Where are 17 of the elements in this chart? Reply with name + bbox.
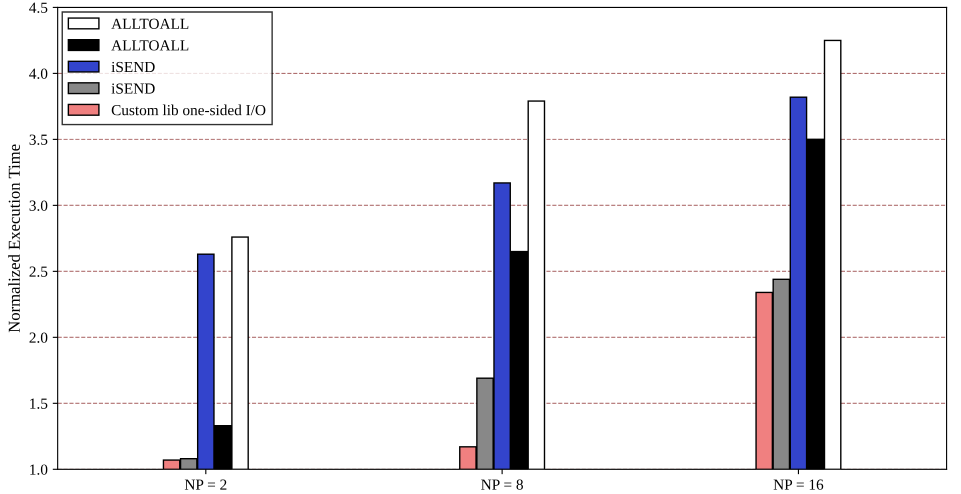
legend-label: ALLTOALL: [111, 18, 188, 29]
legend-label: ALLTOALL: [111, 40, 188, 51]
legend-label: Custom lib one-sided I/O: [112, 104, 266, 116]
y-axis-title: Normalized Execution Time: [8, 144, 20, 332]
y-tick-label: 2.5: [30, 266, 48, 277]
y-tick-label: 4.5: [29, 2, 48, 13]
x-tick-label: NP = 8: [481, 479, 523, 490]
legend-label: iSEND: [111, 62, 155, 72]
y-tick-label: 1.5: [30, 398, 48, 409]
legend-label: iSEND: [111, 83, 155, 94]
x-tick-label: NP = 2: [184, 480, 226, 490]
y-tick-label: 2.0: [30, 332, 48, 343]
y-tick-label: 3.5: [30, 134, 48, 145]
y-tick-label: 3.0: [30, 200, 48, 211]
y-tick-label: 4.0: [29, 68, 48, 79]
y-tick-label: 1.0: [30, 464, 48, 475]
x-tick-label: NP = 16: [774, 480, 824, 490]
